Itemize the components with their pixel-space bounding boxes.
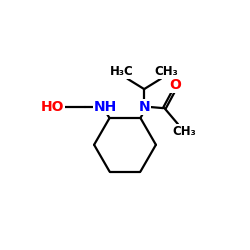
Text: O: O [169,78,181,92]
Text: CH₃: CH₃ [154,65,178,78]
Text: HO: HO [40,100,64,114]
Text: NH: NH [94,100,118,114]
Text: H₃C: H₃C [110,65,134,78]
Text: N: N [138,100,150,114]
Text: CH₃: CH₃ [172,124,196,138]
